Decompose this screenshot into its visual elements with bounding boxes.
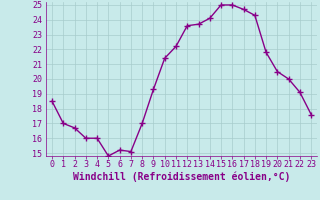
X-axis label: Windchill (Refroidissement éolien,°C): Windchill (Refroidissement éolien,°C): [73, 172, 290, 182]
